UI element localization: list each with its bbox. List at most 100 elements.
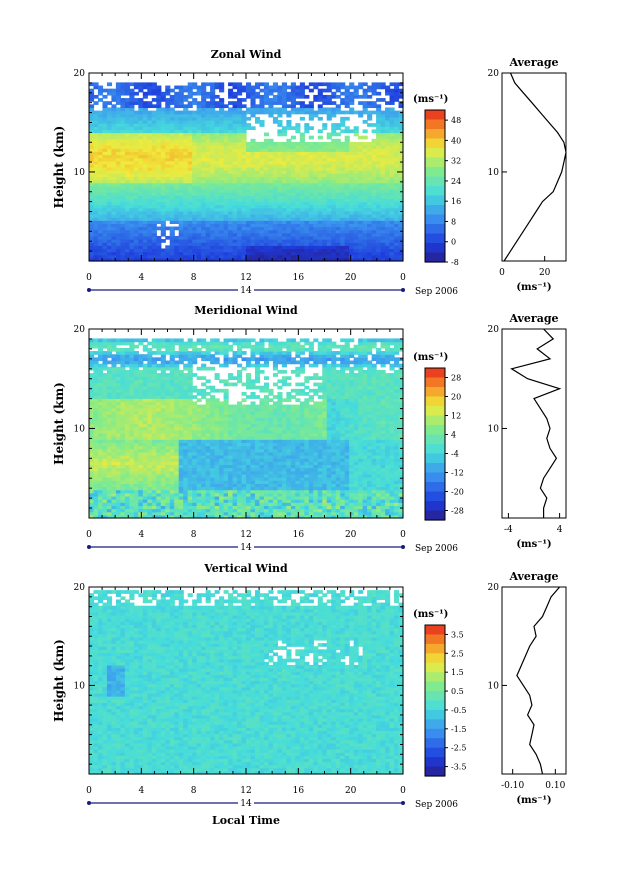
heatmap-cell [232,163,238,168]
heatmap-cell [340,82,346,87]
heatmap-cell [160,395,166,399]
heatmap-cell [201,201,207,206]
heatmap-cell [142,499,148,503]
heatmap-cell [376,138,382,143]
heatmap-cell [156,473,162,478]
heatmap-cell [156,388,162,393]
heatmap-cell [192,148,198,152]
heatmap-cell [304,223,310,228]
heatmap-cell [151,82,157,87]
heatmap-cell [187,499,193,503]
heatmap-cell [165,373,171,377]
heatmap-cell [308,226,314,231]
heatmap-cell [156,467,162,472]
heatmap-cell [358,141,364,146]
heatmap-cell [165,198,171,203]
heatmap-cell [246,141,252,146]
heatmap-cell [371,254,377,259]
heatmap-cell [277,192,283,196]
heatmap-cell [237,110,243,115]
x-tick-label: 16 [293,273,305,283]
heatmap-cell [192,154,198,159]
heatmap-cell [111,220,117,224]
heatmap-cell [124,239,130,243]
heatmap-cell [174,201,180,206]
heatmap-cell [115,477,121,481]
heatmap-cell [277,110,283,115]
heatmap-cell [151,160,157,165]
heatmap-cell [111,373,117,377]
heatmap-cell [389,129,395,134]
heatmap-cell [102,480,108,484]
heatmap-cell [385,226,391,231]
heatmap-cell [120,407,126,412]
heatmap-cell [380,170,386,174]
heatmap-cell [241,204,247,209]
heatmap-cell [169,198,175,203]
heatmap-cell [322,239,328,243]
heatmap-cell [124,207,130,212]
heatmap-cell [124,426,130,431]
heatmap-cell [129,455,135,459]
heatmap-cell [133,414,139,418]
heatmap-cell [349,85,355,90]
heatmap-cell [232,242,238,246]
heatmap-cell [367,245,373,250]
heatmap-cell [371,195,377,199]
heatmap-cell [142,508,148,513]
heatmap-cell [178,341,184,346]
heatmap-cell [93,398,99,403]
heatmap-cell [299,204,305,209]
heatmap-cell [156,123,162,127]
heatmap-cell [205,214,211,218]
heatmap-cell [353,182,359,187]
heatmap-cell [142,170,148,174]
heatmap-cell [133,426,139,431]
heatmap-cell [111,489,117,494]
colorbar-band [425,119,445,130]
heatmap-cell [250,148,256,152]
heatmap-cell [142,85,148,90]
heatmap-cell [93,254,99,259]
heatmap-cell [183,508,189,513]
heatmap-cell [160,160,166,165]
heatmap-cell [183,382,189,387]
heatmap-cell [219,151,225,156]
heatmap-cell [326,85,332,90]
heatmap-cell [165,135,171,140]
heatmap-cell [151,123,157,127]
heatmap-cell [178,373,184,377]
heatmap-cell [129,173,135,177]
heatmap-cell [358,192,364,196]
heatmap-cell [214,170,220,174]
heatmap-cell [389,110,395,115]
heatmap-cell [192,145,198,149]
heatmap-cell [344,173,350,177]
heatmap-cell [183,192,189,196]
heatmap-cell [219,192,225,196]
heatmap-cell [389,94,395,99]
heatmap-cell [201,135,207,140]
heatmap-cell [97,473,104,478]
heatmap-cell [344,214,350,218]
heatmap-cell [196,254,202,259]
heatmap-cell [228,132,234,137]
heatmap-cell [142,398,148,403]
heatmap-cell [376,198,382,203]
heatmap-cell [362,101,368,105]
heatmap-cell [142,354,148,358]
heatmap-cell [196,232,202,237]
heatmap-cell [89,176,95,181]
heatmap-cell [124,360,130,365]
heatmap-cell [147,188,153,193]
heatmap-cell [102,110,108,115]
heatmap-cell [174,376,180,380]
heatmap-cell [290,82,296,87]
heatmap-cell [317,223,323,228]
heatmap-cell [165,160,171,165]
heatmap-cell [335,141,341,146]
heatmap-cell [124,448,130,453]
heatmap-cell [160,132,166,137]
heatmap-cell [138,179,144,184]
heatmap-cell [367,141,373,146]
